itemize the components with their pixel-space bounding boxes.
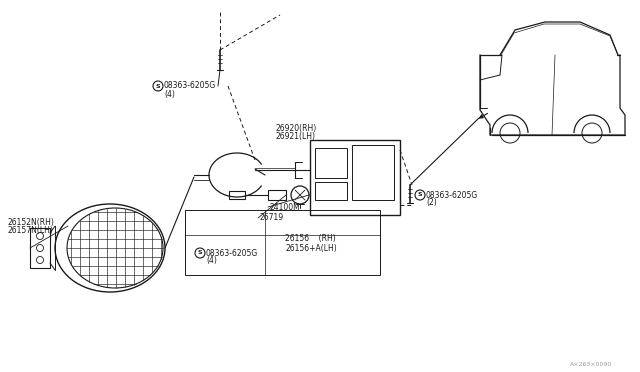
Text: S: S	[198, 250, 202, 256]
Text: 26156+A(LH): 26156+A(LH)	[285, 244, 337, 253]
Text: 24100M: 24100M	[270, 202, 301, 212]
Bar	[268, 190, 286, 200]
Bar	[315, 148, 347, 178]
Text: S: S	[418, 192, 422, 198]
Bar	[185, 210, 380, 275]
Text: 26920(RH): 26920(RH)	[275, 124, 316, 132]
Text: 26921(LH): 26921(LH)	[275, 131, 315, 141]
Text: 26156    (RH): 26156 (RH)	[285, 234, 336, 243]
Text: 26719: 26719	[260, 214, 284, 222]
Text: 26157N(LH): 26157N(LH)	[8, 227, 54, 235]
Bar	[352, 145, 394, 200]
Text: S: S	[156, 83, 160, 89]
Bar	[30, 228, 50, 268]
Text: 08363-6205G: 08363-6205G	[164, 81, 216, 90]
Text: (4): (4)	[164, 90, 175, 99]
Bar	[310, 140, 400, 215]
Text: A×263×0090: A×263×0090	[570, 362, 612, 366]
Text: (4): (4)	[206, 257, 217, 266]
Bar	[315, 182, 347, 200]
Bar	[229, 191, 245, 199]
Text: 08363-6205G: 08363-6205G	[206, 248, 259, 257]
Text: 26152N(RH): 26152N(RH)	[8, 218, 55, 227]
Text: (2): (2)	[426, 199, 436, 208]
Text: 08363-6205G: 08363-6205G	[426, 190, 478, 199]
